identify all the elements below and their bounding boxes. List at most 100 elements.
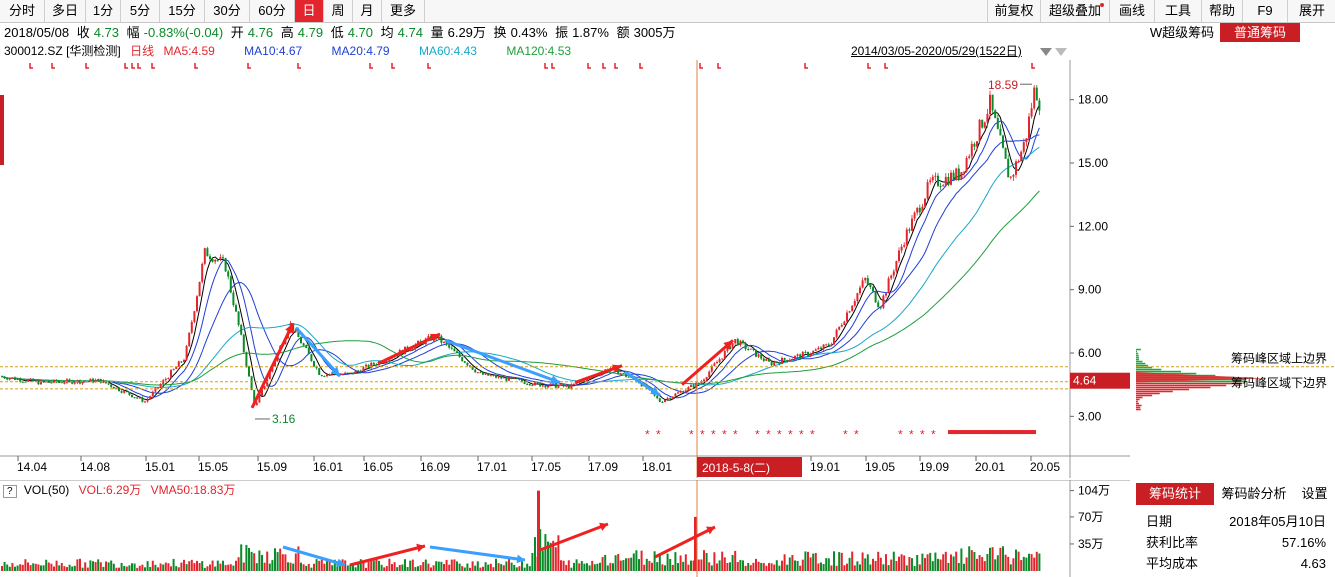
period-button-weekly[interactable]: 周 — [324, 0, 353, 22]
period-button-1min[interactable]: 1分 — [86, 0, 121, 22]
candle-body — [955, 168, 958, 180]
close-label: 收 — [76, 25, 90, 40]
candle-body — [747, 349, 750, 351]
volume-bar — [73, 565, 76, 571]
candle-body — [214, 259, 217, 262]
candle-body — [619, 373, 622, 375]
draw-line-button[interactable]: 画线 — [1109, 0, 1154, 22]
kline-chart[interactable]: 2018-5-8(二) 4.64 18.59 3.16 * * * * * * * * * * * * * * * *… — [0, 60, 1130, 478]
volume-bar — [601, 557, 604, 571]
tab-chip-settings[interactable]: 设置 — [1301, 486, 1328, 501]
vol-toggle-icon[interactable]: ? — [3, 485, 17, 498]
chip-distribution-chart[interactable]: 5.35筹码峰区域上边界筹码峰区域下边界 — [1136, 60, 1335, 478]
volume-bar — [237, 557, 240, 571]
volume-bar — [892, 551, 895, 571]
candle-body — [492, 374, 495, 376]
volume-bar — [250, 551, 253, 571]
period-button-5min[interactable]: 5分 — [121, 0, 160, 22]
high-price-label: 18.59 — [988, 78, 1018, 92]
candle-body — [1009, 176, 1012, 178]
vol-trend-arrow-head — [516, 554, 525, 564]
volume-bar — [313, 563, 315, 571]
chip-stat-tabs: 筹码统计 筹码龄分析 设置 — [1136, 483, 1335, 505]
volume-chart[interactable]: 104万 70万 35万 — [0, 480, 1130, 577]
candle-body — [185, 346, 188, 360]
volume-bar — [937, 558, 939, 571]
candle-body — [102, 380, 105, 383]
volume-bar — [996, 555, 999, 571]
buy-signal-marker — [427, 63, 431, 69]
range-dropdown2-icon[interactable] — [1055, 48, 1067, 56]
volume-bar — [697, 559, 700, 571]
period-button-daily[interactable]: 日 — [295, 0, 324, 22]
fq-button[interactable]: 前复权 — [987, 0, 1040, 22]
x-tick-label: 17.05 — [531, 460, 561, 474]
volume-bar — [734, 550, 737, 571]
x-tick-label: 19.05 — [865, 460, 895, 474]
candle-body — [942, 185, 945, 187]
volume-bar — [942, 554, 945, 571]
candle-body — [817, 347, 820, 350]
signal-star: * — [689, 428, 694, 442]
volume-bar — [895, 561, 898, 571]
volume-bar — [627, 558, 630, 571]
volume-bar — [549, 542, 552, 571]
volume-bar — [214, 566, 217, 571]
candle-body — [757, 354, 760, 357]
candle-body — [297, 329, 300, 338]
chip-bar — [1136, 406, 1141, 409]
candle-body — [768, 358, 770, 362]
candle-body — [765, 358, 768, 361]
tab-chip-stats[interactable]: 筹码统计 — [1136, 483, 1214, 505]
candle-body — [931, 176, 934, 181]
volume-bar — [235, 560, 237, 571]
volume-bar — [253, 553, 256, 571]
overlay-button[interactable]: 超级叠加 — [1040, 0, 1109, 22]
candle-body — [775, 362, 778, 364]
volume-bar — [898, 556, 900, 571]
period-button-15min[interactable]: 15分 — [160, 0, 205, 22]
volume-bar — [328, 559, 331, 571]
tab-super-chip[interactable]: W超级筹码 — [1149, 25, 1215, 40]
tools-button[interactable]: 工具 — [1154, 0, 1201, 22]
volume-bar — [268, 563, 271, 571]
volume-bar — [588, 565, 591, 571]
volume-bar — [726, 562, 729, 571]
volume-bar — [560, 560, 562, 571]
volume-bar — [537, 490, 540, 571]
tab-normal-chip[interactable]: 普通筹码 — [1220, 23, 1300, 42]
volume-bar — [261, 554, 263, 571]
candle-body — [809, 354, 812, 356]
candle-body — [505, 377, 508, 381]
candle-body — [323, 375, 326, 377]
volume-bar — [518, 566, 521, 571]
candle-body — [617, 367, 620, 375]
volume-bar — [762, 563, 765, 571]
candle-body — [991, 94, 994, 111]
candle-body — [149, 396, 152, 399]
period-button-multiday[interactable]: 多日 — [45, 0, 86, 22]
vol-indicator-vol: VOL:6.29万 — [78, 483, 142, 497]
f9-button[interactable]: F9 — [1242, 0, 1287, 22]
volume-bar — [570, 567, 573, 571]
candle-body — [900, 246, 903, 251]
expand-button[interactable]: 展开 — [1287, 0, 1335, 22]
period-button-30min[interactable]: 30分 — [205, 0, 250, 22]
help-button[interactable]: 帮助 — [1201, 0, 1242, 22]
buy-signal-marker — [29, 63, 33, 69]
tab-chip-age[interactable]: 筹码龄分析 — [1221, 486, 1287, 501]
period-button-minute[interactable]: 分时 — [0, 0, 45, 22]
range-dropdown-icon[interactable] — [1040, 48, 1052, 56]
candle-body — [255, 402, 258, 406]
candle-body — [744, 342, 747, 350]
candle-body — [196, 296, 198, 312]
period-button-60min[interactable]: 60分 — [250, 0, 295, 22]
volume-bar — [1009, 564, 1012, 571]
period-button-more[interactable]: 更多 — [382, 0, 425, 22]
candle-body — [864, 277, 867, 281]
period-button-monthly[interactable]: 月 — [353, 0, 382, 22]
candle-body — [411, 349, 414, 351]
candle-body — [167, 377, 170, 379]
date-range-link[interactable]: 2014/03/05-2020/05/29(1522日) — [851, 44, 1022, 58]
candle-body — [118, 387, 120, 392]
